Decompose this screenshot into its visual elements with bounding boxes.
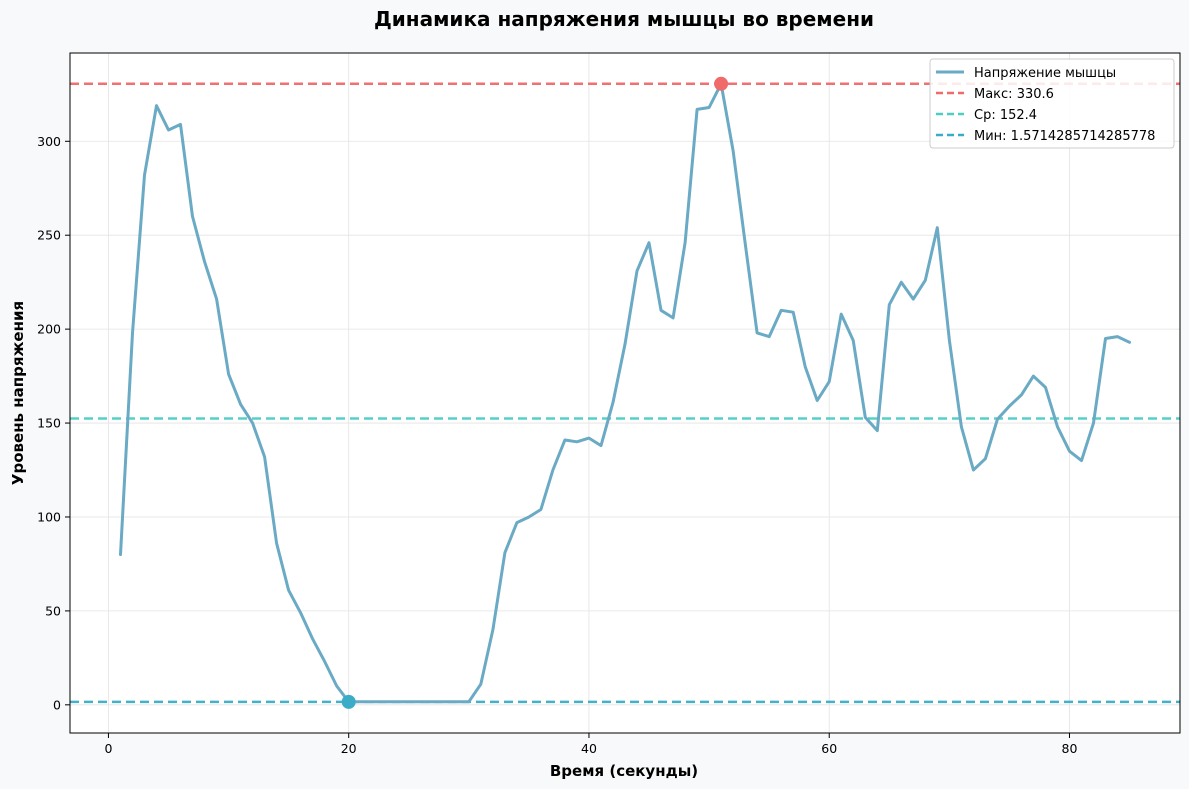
x-tick-label: 40	[581, 741, 597, 756]
chart-title: Динамика напряжения мышцы во времени	[374, 7, 874, 31]
series-lines	[119, 82, 1131, 704]
x-axis-label: Время (секунды)	[550, 762, 698, 780]
y-tick-label: 200	[37, 322, 61, 337]
y-tick-label: 50	[45, 603, 61, 618]
x-axis-ticks: 0 20 40 60 80	[104, 733, 1077, 756]
y-axis-ticks: 0 50 100 150 200 250 300	[37, 134, 70, 712]
plot-area	[70, 53, 1180, 733]
markers	[341, 76, 729, 709]
x-tick-label: 60	[821, 741, 837, 756]
grid	[70, 53, 1180, 733]
legend-box	[929, 58, 1175, 149]
plot-frame	[69, 52, 1181, 734]
x-tick-label: 0	[104, 741, 112, 756]
min-point-marker	[341, 694, 356, 709]
legend-label-series: Напряжение мышцы	[974, 66, 1116, 81]
legend-label-max: Макс: 330.6	[974, 87, 1054, 102]
y-tick-label: 300	[37, 134, 61, 149]
y-tick-label: 150	[37, 416, 61, 431]
x-tick-label: 20	[341, 741, 357, 756]
y-axis-label: Уровень напряжения	[9, 301, 27, 485]
series-line-muscle-tension	[119, 82, 1131, 704]
y-tick-label: 0	[53, 697, 61, 712]
legend: Напряжение мышцы Макс: 330.6 Ср: 152.4 М…	[929, 58, 1175, 149]
y-tick-label: 100	[37, 509, 61, 524]
legend-label-min: Мин: 1.5714285714285778	[974, 129, 1155, 144]
x-tick-label: 80	[1062, 741, 1078, 756]
y-tick-label: 250	[37, 228, 61, 243]
max-point-marker	[714, 76, 729, 91]
legend-label-mean: Ср: 152.4	[974, 108, 1037, 123]
